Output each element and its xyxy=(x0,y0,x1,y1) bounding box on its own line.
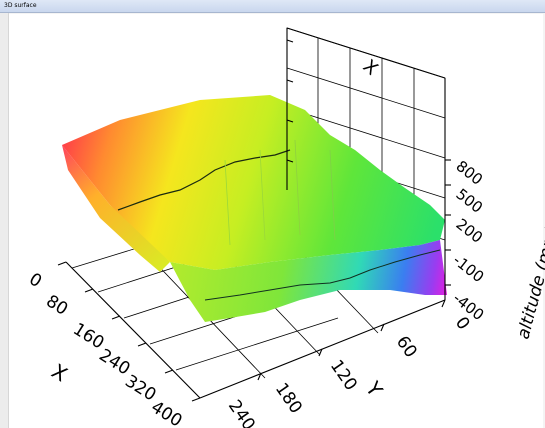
z-axis-label: altitude (mm) xyxy=(514,223,545,341)
z-tick-label: 500 xyxy=(453,185,487,217)
window-titlebar: 3D surface xyxy=(0,0,545,13)
y-tick-label: 240 xyxy=(224,396,259,428)
surface-mesh xyxy=(62,95,447,322)
axis-ticks xyxy=(57,159,451,402)
contour-line xyxy=(117,149,291,211)
z-tick-label: 200 xyxy=(453,215,487,247)
axes xyxy=(65,27,446,399)
window-title: 3D surface xyxy=(4,2,37,9)
x-tick-label: 240 xyxy=(95,345,133,379)
back-wall-axis-label: X xyxy=(359,56,382,80)
back-wall-ticks xyxy=(286,39,294,163)
x-axis-label: X xyxy=(47,359,72,387)
y-tick-label: 120 xyxy=(326,356,361,394)
z-tick-label: 800 xyxy=(453,157,487,189)
surface-top xyxy=(62,95,445,270)
surface-left-edge xyxy=(62,145,170,272)
z-tick-label: -100 xyxy=(450,251,488,286)
y-axis-label: Y xyxy=(360,376,388,401)
y-tick-label: 180 xyxy=(271,379,306,417)
y-axis-line xyxy=(199,299,446,399)
y-tick-label: 60 xyxy=(392,332,421,361)
x-tick-label: 320 xyxy=(121,371,159,405)
x-tick-label: 400 xyxy=(147,397,185,428)
x-axis-line xyxy=(65,261,201,399)
x-tick-label: 0 xyxy=(25,269,45,292)
surface-front-slope xyxy=(170,240,447,322)
x-tick-label: 80 xyxy=(42,291,71,319)
left-frame xyxy=(0,13,9,428)
contour-line xyxy=(204,249,441,301)
x-tick-label: 160 xyxy=(69,319,107,353)
